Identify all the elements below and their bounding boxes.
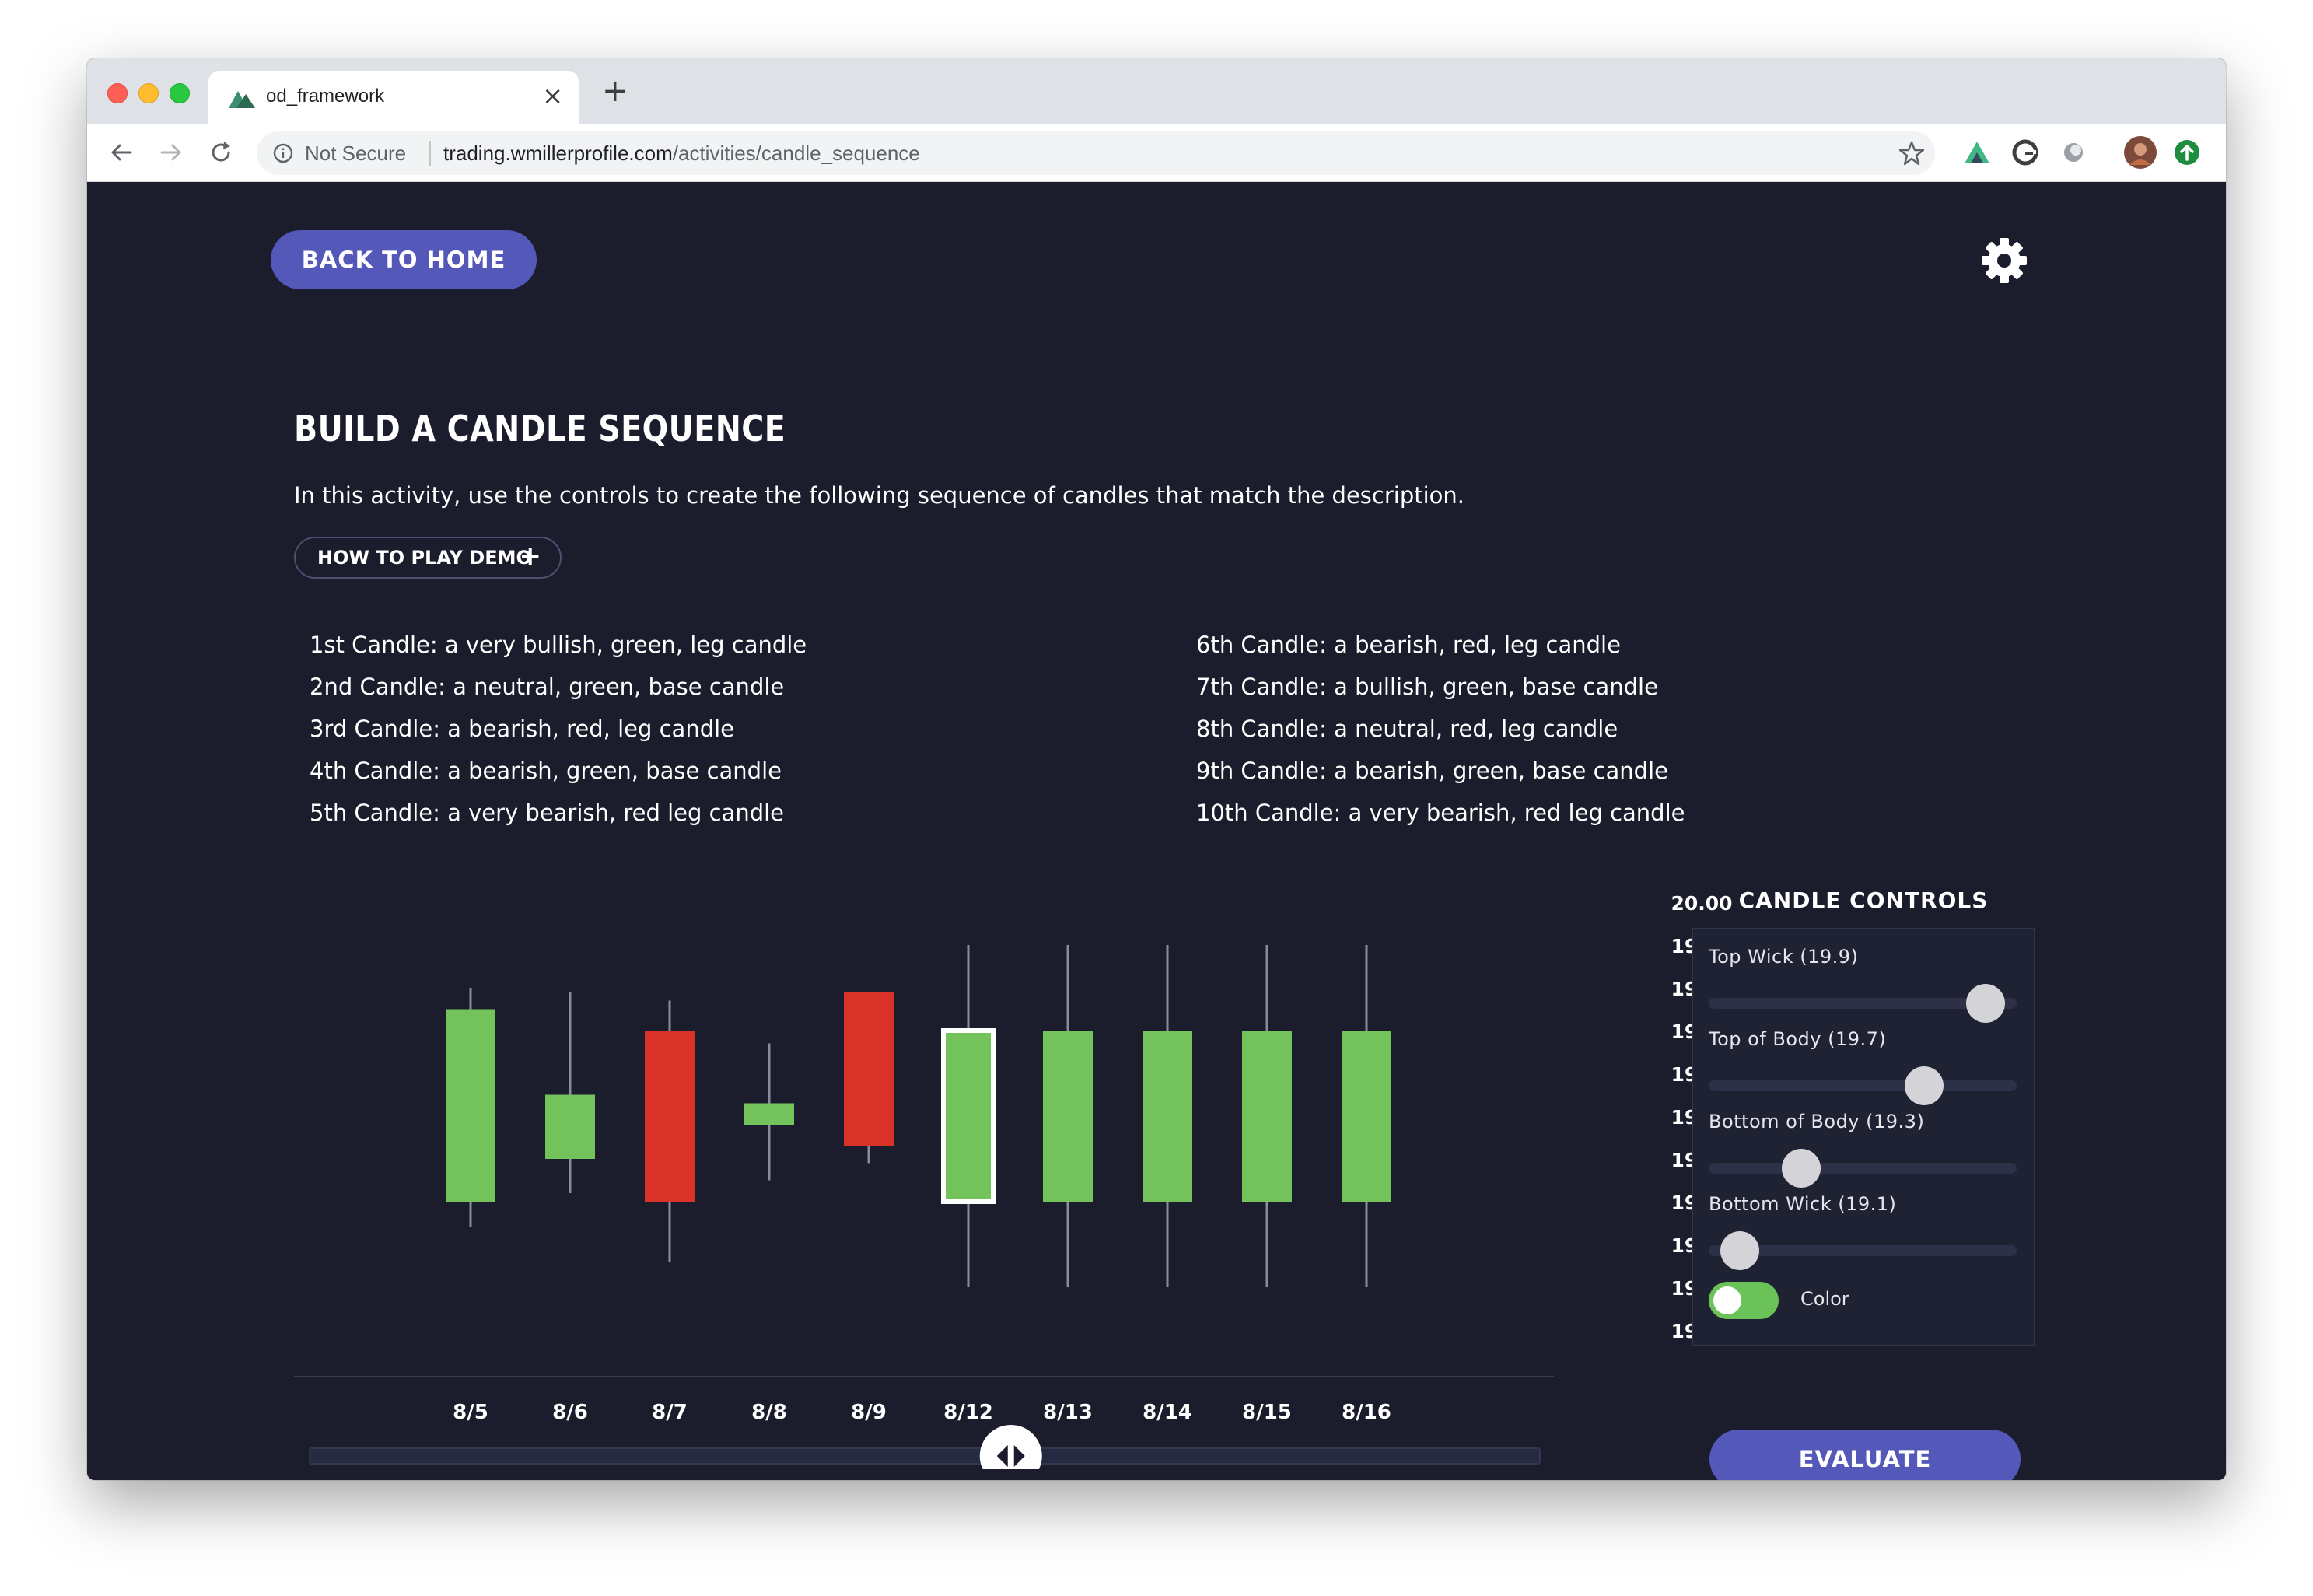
bottom-of-body-slider[interactable]: [1709, 1149, 2017, 1188]
how-to-play-demo-button[interactable]: HOW TO PLAY DEMO +: [294, 537, 562, 579]
candle-description: 10th Candle: a very bearish, red leg can…: [1196, 800, 1685, 826]
candle-description: 9th Candle: a bearish, green, base candl…: [1196, 758, 1668, 784]
browser-window: od_framework × + Not Secure trading.wmil…: [87, 58, 2226, 1480]
demo-button-label: HOW TO PLAY DEMO: [317, 547, 532, 569]
candle-description: 3rd Candle: a bearish, red, leg candle: [310, 716, 735, 742]
back-arrow-icon[interactable]: [107, 138, 135, 166]
bottom-of-body-slider-thumb[interactable]: [1781, 1149, 1821, 1188]
security-label: Not Secure: [305, 142, 407, 165]
candle-description: 2nd Candle: a neutral, green, base candl…: [310, 674, 785, 700]
reload-icon[interactable]: [207, 138, 235, 166]
update-arrow-icon[interactable]: [2171, 137, 2203, 168]
y-tick-label: 20.00: [1671, 892, 1732, 915]
bottom-wick-label: Bottom Wick (19.1): [1709, 1193, 1897, 1215]
activity-intro: In this activity, use the controls to cr…: [294, 482, 1465, 509]
x-tick-label: 8/6: [552, 1401, 588, 1424]
url-separator: [429, 141, 431, 166]
page-content: BACK TO HOME BUILD A CANDLE SEQUENCE In …: [87, 182, 2226, 1480]
tab-title: od_framework: [266, 86, 385, 107]
tab-close-icon[interactable]: ×: [542, 81, 563, 110]
url-path: /activities/candle_sequence: [672, 142, 920, 165]
vue-devtools-extension-icon[interactable]: [1961, 137, 1993, 168]
browser-tab[interactable]: od_framework ×: [208, 71, 579, 124]
info-icon[interactable]: [272, 142, 294, 164]
candle-descriptions-right: 6th Candle: a bearish, red, leg candle 7…: [1196, 624, 1685, 834]
bottom-wick-slider[interactable]: [1709, 1231, 2017, 1270]
candle-body[interactable]: [1242, 1031, 1292, 1202]
candle-description: 8th Candle: a neutral, red, leg candle: [1196, 716, 1618, 742]
browser-toolbar: Not Secure trading.wmillerprofile.com/ac…: [87, 124, 2226, 182]
x-tick-label: 8/12: [943, 1401, 993, 1424]
top-wick-slider[interactable]: [1709, 984, 2017, 1023]
candle-body[interactable]: [1043, 1031, 1093, 1202]
scroll-left-arrow-icon: [996, 1445, 1008, 1467]
minimize-window-button[interactable]: [138, 83, 159, 103]
candle-description: 1st Candle: a very bullish, green, leg c…: [310, 632, 807, 658]
tab-bar: od_framework × +: [87, 58, 2226, 124]
candle-body[interactable]: [645, 1031, 695, 1202]
candle-body[interactable]: [1342, 1031, 1391, 1202]
x-tick-label: 8/7: [652, 1401, 688, 1424]
selected-candle-body[interactable]: [941, 1028, 996, 1204]
extension-circle-icon[interactable]: [2058, 137, 2089, 168]
candlestick-chart[interactable]: 20.0019.9019.8019.7019.6019.5019.4019.30…: [294, 878, 1776, 1469]
top-wick-label: Top Wick (19.9): [1709, 946, 1859, 968]
candle-description: 7th Candle: a bullish, green, base candl…: [1196, 674, 1658, 700]
x-tick-label: 8/13: [1043, 1401, 1093, 1424]
top-wick-slider-thumb[interactable]: [1966, 984, 2006, 1023]
color-toggle[interactable]: [1709, 1282, 1779, 1319]
url-text[interactable]: trading.wmillerprofile.com/activities/ca…: [443, 142, 920, 166]
candle-description: 6th Candle: a bearish, red, leg candle: [1196, 632, 1621, 658]
candle-body[interactable]: [744, 1103, 794, 1125]
maximize-window-button[interactable]: [170, 83, 190, 103]
candle-body[interactable]: [446, 1009, 495, 1202]
scrollbar-handle[interactable]: [979, 1425, 1042, 1469]
candle-description: 4th Candle: a bearish, green, base candl…: [310, 758, 782, 784]
candle-controls-title: CANDLE CONTROLS: [1738, 887, 1989, 913]
candle-body[interactable]: [844, 992, 894, 1146]
plus-icon: +: [519, 541, 542, 572]
mountain-favicon-icon: [229, 91, 255, 108]
grammarly-extension-icon[interactable]: [2010, 137, 2041, 168]
chart-scrollbar-track[interactable]: [309, 1447, 1541, 1465]
top-of-body-label: Top of Body (19.7): [1709, 1028, 1887, 1050]
color-toggle-label: Color: [1800, 1288, 1849, 1310]
color-toggle-knob: [1713, 1286, 1741, 1314]
x-tick-label: 8/14: [1143, 1401, 1192, 1424]
url-host: trading.wmillerprofile.com: [443, 142, 673, 165]
back-to-home-button[interactable]: BACK TO HOME: [271, 230, 537, 289]
page-title: BUILD A CANDLE SEQUENCE: [294, 408, 786, 450]
forward-arrow-icon[interactable]: [157, 138, 185, 166]
x-tick-label: 8/15: [1242, 1401, 1292, 1424]
x-tick-label: 8/16: [1342, 1401, 1391, 1424]
bottom-wick-slider-thumb[interactable]: [1720, 1231, 1759, 1270]
x-tick-label: 8/5: [453, 1401, 488, 1424]
close-window-button[interactable]: [107, 83, 128, 103]
bottom-of-body-label: Bottom of Body (19.3): [1709, 1111, 1925, 1132]
candle-body[interactable]: [545, 1094, 595, 1160]
candle-description: 5th Candle: a very bearish, red leg cand…: [310, 800, 785, 826]
candle-controls-panel: Top Wick (19.9) Top of Body (19.7) Botto…: [1692, 928, 2035, 1346]
profile-avatar[interactable]: [2123, 135, 2157, 170]
evaluate-button[interactable]: EVALUATE: [1709, 1430, 2021, 1480]
x-tick-label: 8/8: [751, 1401, 787, 1424]
new-tab-button[interactable]: +: [602, 73, 628, 109]
address-bar[interactable]: Not Secure trading.wmillerprofile.com/ac…: [257, 131, 1935, 175]
bookmark-star-icon[interactable]: [1898, 139, 1926, 167]
candle-body[interactable]: [1143, 1031, 1192, 1202]
x-tick-label: 8/9: [851, 1401, 887, 1424]
top-of-body-slider-thumb[interactable]: [1905, 1066, 1944, 1105]
gear-icon[interactable]: [1980, 236, 2028, 285]
candle-descriptions-left: 1st Candle: a very bullish, green, leg c…: [310, 624, 807, 834]
scroll-right-arrow-icon: [1013, 1445, 1025, 1467]
top-of-body-slider[interactable]: [1709, 1066, 2017, 1105]
